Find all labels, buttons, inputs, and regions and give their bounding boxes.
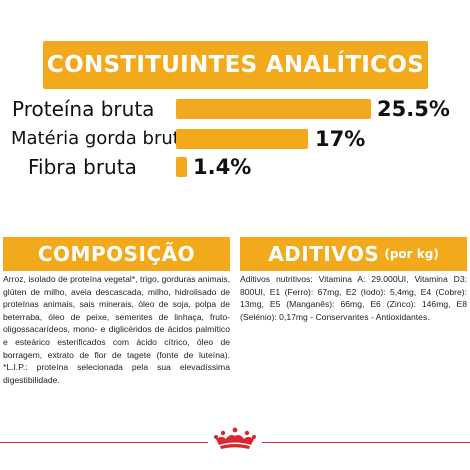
composition-text: Arroz, isolado de proteína vegetal*, tri… [3,274,230,385]
analytics-value: 17% [315,127,366,151]
additives-text: Aditivos nutritivos: Vitamina A: 29.000U… [240,274,467,322]
additives-title: ADITIVOS [268,242,380,266]
composition-title-banner: COMPOSIÇÃO [3,237,230,271]
analytics-row-protein: Proteína bruta 25.5% [0,94,470,124]
composition-section: COMPOSIÇÃO Arroz, isolado de proteína ve… [0,230,233,440]
analytics-label: Proteína bruta [12,97,155,121]
analytics-bar [176,99,371,119]
analytics-row-fat: Matéria gorda bruta 17% [0,124,470,154]
footer-divider-left [0,442,208,443]
analytics-label: Matéria gorda bruta [11,128,191,149]
additives-section: ADITIVOS (por kg) Aditivos nutritivos: V… [237,230,470,440]
analytics-bar [176,129,308,149]
analytics-title-banner: CONSTITUINTES ANALÍTICOS [43,41,428,89]
analytics-value: 25.5% [377,97,450,121]
analytics-bar [176,157,187,177]
royal-canin-crown-icon [214,427,256,449]
additives-subtitle: (por kg) [384,247,439,261]
footer-divider-right [262,442,470,443]
additives-title-banner: ADITIVOS (por kg) [240,237,467,271]
composition-title: COMPOSIÇÃO [37,242,196,266]
analytics-label: Fibra bruta [28,155,137,179]
analytics-value: 1.4% [193,155,252,179]
analytics-row-fiber: Fibra bruta 1.4% [0,152,470,182]
analytics-title: CONSTITUINTES ANALÍTICOS [46,52,425,78]
